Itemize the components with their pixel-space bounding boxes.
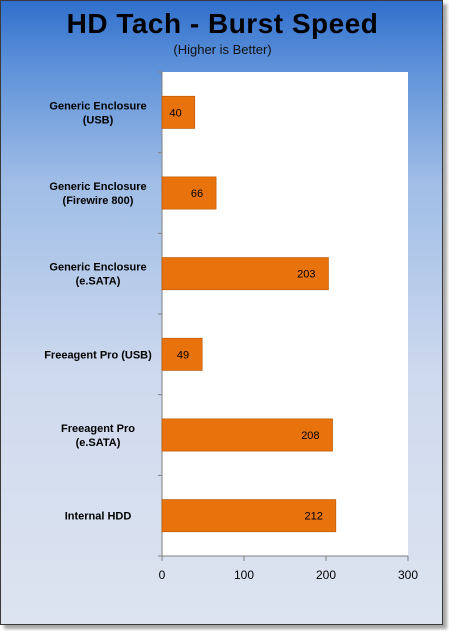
category-label: Generic Enclosure <box>49 262 146 274</box>
chart-canvas: 0 100 200 300 40 Generic Enclosure (USB) 66 Gene… <box>44 71 418 582</box>
bar <box>161 257 329 291</box>
x-tick-label: 100 <box>234 568 254 582</box>
chart-title: HD Tach - Burst Speed <box>66 8 379 39</box>
plot-area <box>162 72 408 556</box>
data-label: 49 <box>177 349 189 361</box>
chart-frame: HD Tach - Burst Speed (Higher is Better)… <box>0 0 443 625</box>
data-label: 203 <box>297 269 315 281</box>
bar <box>161 176 217 210</box>
bar <box>161 337 203 371</box>
bar <box>161 499 337 533</box>
x-tick-label: 0 <box>159 568 166 582</box>
x-tick-label: 300 <box>398 568 418 582</box>
bar <box>161 418 333 452</box>
category-label: Freeagent Pro (USB) <box>44 349 152 361</box>
data-label: 66 <box>191 188 203 200</box>
bar <box>161 95 196 129</box>
category-label: (e.SATA) <box>76 437 121 449</box>
category-label: Generic Enclosure <box>49 100 146 112</box>
category-label: Freeagent Pro <box>61 423 135 435</box>
chart-subtitle: (Higher is Better) <box>173 42 272 57</box>
category-label: Generic Enclosure <box>49 181 146 193</box>
category-label: Internal HDD <box>65 511 132 523</box>
x-tick-label: 200 <box>316 568 336 582</box>
data-label: 40 <box>170 107 182 119</box>
category-label: (USB) <box>83 114 114 126</box>
data-label: 212 <box>304 511 322 523</box>
data-label: 208 <box>301 430 319 442</box>
category-label: (Firewire 800) <box>63 195 134 207</box>
category-label: (e.SATA) <box>76 276 121 288</box>
